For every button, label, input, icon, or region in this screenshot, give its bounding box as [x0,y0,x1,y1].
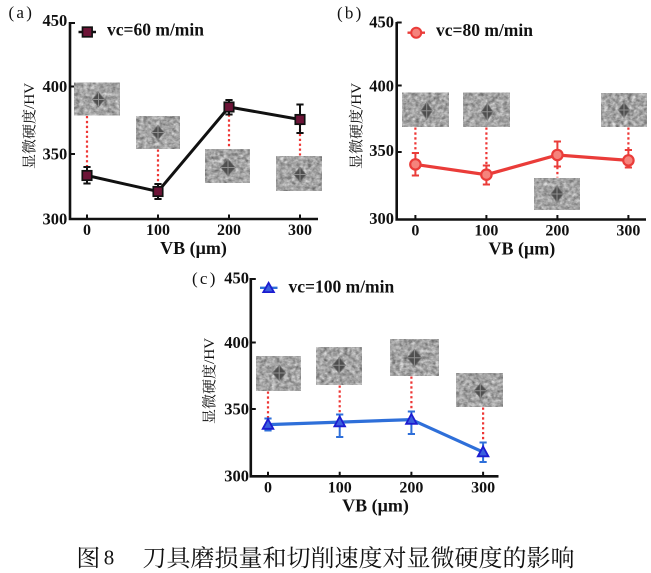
svg-text:350: 350 [43,144,68,163]
svg-text:100: 100 [474,223,498,240]
svg-text:/HV: /HV [21,83,38,109]
svg-text:0: 0 [264,480,272,497]
svg-text:350: 350 [224,399,249,418]
svg-text:VB (μm): VB (μm) [489,239,556,260]
svg-text:300: 300 [369,209,394,228]
svg-text:200: 200 [217,222,241,239]
svg-text:VB (μm): VB (μm) [342,495,409,516]
svg-text:100: 100 [328,480,352,497]
svg-text:vc=80 m/min: vc=80 m/min [436,20,533,40]
svg-text:100: 100 [146,222,170,239]
svg-text:350: 350 [369,141,394,160]
svg-text:300: 300 [224,467,249,486]
svg-text:vc=100 m/min: vc=100 m/min [289,277,395,297]
svg-text:( b ): ( b ) [337,4,361,23]
svg-text:300: 300 [616,223,640,240]
svg-text:300: 300 [288,222,312,239]
svg-text:200: 200 [545,223,569,240]
svg-text:300: 300 [43,209,68,228]
svg-text:( c ): ( c ) [192,269,215,288]
svg-text:450: 450 [43,11,68,30]
svg-text:0: 0 [83,222,91,239]
svg-text:/HV: /HV [201,338,218,364]
svg-text:vc=60 m/min: vc=60 m/min [107,19,204,39]
svg-text:VB (μm): VB (μm) [160,238,227,259]
svg-text:400: 400 [43,77,68,96]
svg-text:200: 200 [399,480,423,497]
svg-text:450: 450 [369,12,394,31]
svg-text:8: 8 [104,545,115,569]
svg-text:300: 300 [471,480,495,497]
svg-text:400: 400 [369,76,394,95]
svg-text:400: 400 [224,333,249,352]
svg-text:( a ): ( a ) [9,3,32,22]
svg-text:450: 450 [224,268,249,287]
svg-text:0: 0 [411,223,419,240]
svg-text:/HV: /HV [348,83,365,109]
